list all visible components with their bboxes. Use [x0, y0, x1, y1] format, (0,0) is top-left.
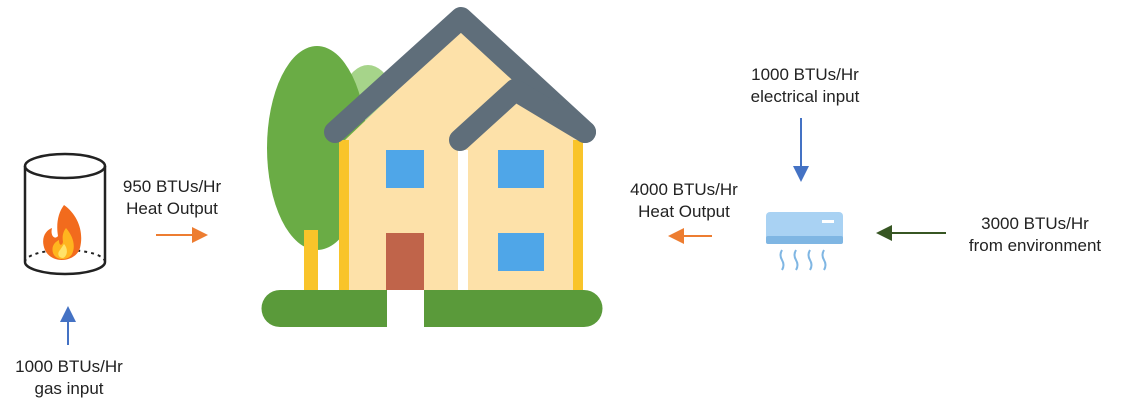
furnace-output-value: 950 BTUs/Hr: [122, 177, 222, 196]
heat-pump-output-caption: Heat Output: [638, 202, 730, 221]
heat-pump-output-value: 4000 BTUs/Hr: [630, 180, 738, 199]
air-conditioner-icon: [766, 212, 843, 271]
electrical-input-label: 1000 BTUs/Hr electrical input: [735, 64, 875, 108]
heat-pump-output-label: 4000 BTUs/Hr Heat Output: [618, 179, 750, 223]
gas-input-value: 1000 BTUs/Hr: [15, 357, 123, 376]
environment-input-label: 3000 BTUs/Hr from environment: [950, 213, 1120, 257]
house-icon: [261, 7, 603, 327]
gas-input-caption: gas input: [34, 379, 104, 398]
environment-input-caption: from environment: [968, 236, 1102, 255]
electrical-input-caption: electrical input: [750, 87, 860, 106]
environment-input-value: 3000 BTUs/Hr: [981, 214, 1089, 233]
gas-input-label: 1000 BTUs/Hr gas input: [4, 356, 134, 400]
furnace-output-caption: Heat Output: [126, 199, 218, 218]
flame-icon: [43, 205, 82, 260]
electrical-input-value: 1000 BTUs/Hr: [751, 65, 859, 84]
furnace-output-label: 950 BTUs/Hr Heat Output: [112, 176, 232, 220]
